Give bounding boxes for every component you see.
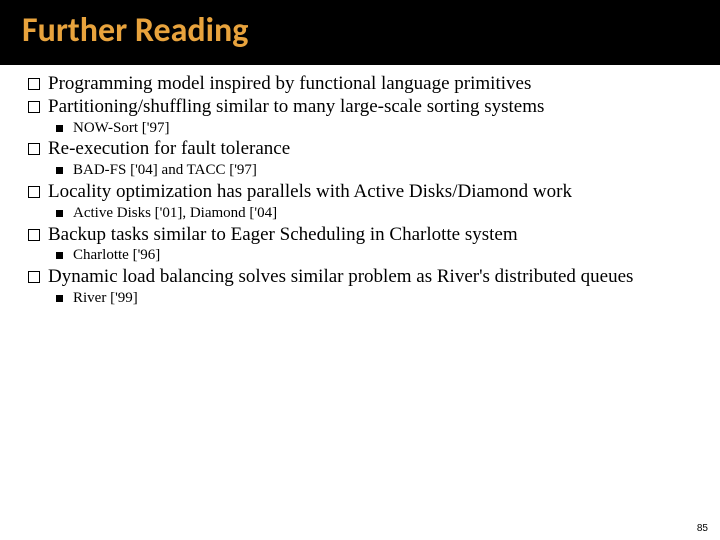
list-item-text: Locality optimization has parallels with… [48, 181, 692, 203]
sub-list-item-text: Charlotte ['96] [73, 246, 692, 265]
hollow-square-icon [28, 186, 40, 198]
sub-list-item: River ['99] [56, 289, 692, 308]
slide-title: Further Reading [22, 10, 698, 51]
list-item: Programming model inspired by functional… [28, 73, 692, 95]
filled-square-icon [56, 167, 63, 174]
sub-list-item: Charlotte ['96] [56, 246, 692, 265]
hollow-square-icon [28, 229, 40, 241]
sub-list-item-text: BAD-FS ['04] and TACC ['97] [73, 161, 692, 180]
list-item: Partitioning/shuffling similar to many l… [28, 96, 692, 118]
list-item: Dynamic load balancing solves similar pr… [28, 266, 692, 288]
sub-list-item-text: Active Disks ['01], Diamond ['04] [73, 204, 692, 223]
slide-content: Programming model inspired by functional… [0, 65, 720, 308]
sub-list-item: BAD-FS ['04] and TACC ['97] [56, 161, 692, 180]
list-item: Re-execution for fault tolerance [28, 138, 692, 160]
list-item-text: Dynamic load balancing solves similar pr… [48, 266, 692, 288]
hollow-square-icon [28, 101, 40, 113]
hollow-square-icon [28, 143, 40, 155]
sub-list-item-text: River ['99] [73, 289, 692, 308]
list-item-text: Backup tasks similar to Eager Scheduling… [48, 224, 692, 246]
title-bar: Further Reading [0, 0, 720, 65]
page-number: 85 [697, 523, 708, 534]
filled-square-icon [56, 125, 63, 132]
filled-square-icon [56, 295, 63, 302]
filled-square-icon [56, 252, 63, 259]
list-item: Locality optimization has parallels with… [28, 181, 692, 203]
list-item-text: Partitioning/shuffling similar to many l… [48, 96, 692, 118]
hollow-square-icon [28, 271, 40, 283]
filled-square-icon [56, 210, 63, 217]
sub-list-item: Active Disks ['01], Diamond ['04] [56, 204, 692, 223]
list-item-text: Programming model inspired by functional… [48, 73, 692, 95]
sub-list-item: NOW-Sort ['97] [56, 119, 692, 138]
list-item: Backup tasks similar to Eager Scheduling… [28, 224, 692, 246]
list-item-text: Re-execution for fault tolerance [48, 138, 692, 160]
sub-list-item-text: NOW-Sort ['97] [73, 119, 692, 138]
hollow-square-icon [28, 78, 40, 90]
